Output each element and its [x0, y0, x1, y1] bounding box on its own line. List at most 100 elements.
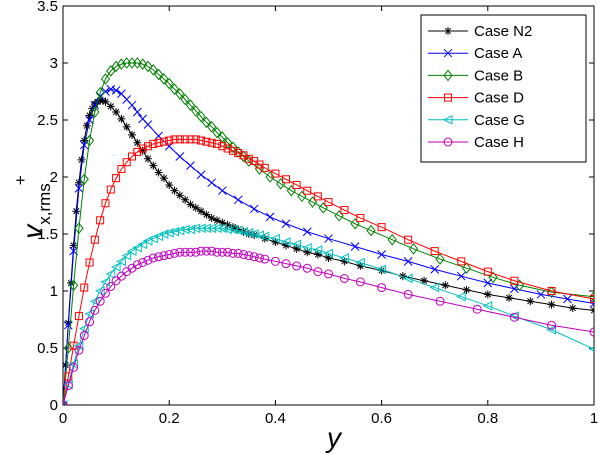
data-point	[223, 220, 232, 229]
data-point	[212, 216, 221, 225]
data-point	[175, 135, 184, 144]
x-tick-label: 0.4	[265, 410, 286, 427]
data-point	[175, 87, 185, 100]
data-point	[88, 104, 97, 113]
data-point	[191, 105, 201, 117]
data-point	[149, 161, 158, 170]
data-point	[377, 266, 386, 275]
data-point	[505, 293, 514, 302]
series-layer	[63, 57, 594, 405]
data-point	[324, 198, 333, 207]
data-point	[291, 239, 302, 250]
data-point	[100, 73, 111, 85]
data-point	[536, 290, 546, 299]
legend-label: Case H	[474, 134, 524, 151]
data-point	[111, 86, 121, 95]
data-point	[376, 264, 387, 275]
data-point	[461, 262, 472, 275]
data-point	[377, 250, 386, 259]
data-point	[430, 264, 440, 274]
data-point	[143, 255, 153, 265]
data-point	[132, 107, 142, 117]
data-point	[191, 203, 200, 212]
data-point	[217, 131, 227, 143]
data-point	[276, 178, 286, 190]
data-point	[403, 257, 413, 266]
data-point	[206, 223, 217, 234]
data-point	[106, 102, 115, 111]
data-point	[302, 242, 312, 253]
data-point	[153, 231, 164, 242]
data-point	[90, 305, 100, 315]
series-case-b	[63, 57, 594, 405]
data-point	[85, 258, 94, 267]
data-point	[430, 247, 439, 256]
data-point	[148, 253, 158, 263]
x-tick-label: 0.2	[159, 410, 180, 427]
data-point	[63, 381, 73, 391]
data-point	[128, 130, 137, 139]
data-point	[159, 251, 169, 261]
y-axis-label-subscript: x,rms	[35, 183, 54, 225]
y-axis-label-superscript: +	[11, 175, 30, 185]
data-point	[234, 149, 243, 158]
data-point	[110, 262, 121, 272]
data-point	[350, 242, 360, 251]
data-point	[169, 83, 180, 96]
data-point	[63, 342, 73, 354]
data-point	[212, 126, 222, 139]
series-line	[63, 250, 594, 405]
data-point	[239, 250, 249, 260]
data-point	[207, 138, 216, 147]
data-point	[366, 224, 376, 237]
data-point	[483, 278, 493, 288]
data-point	[443, 137, 453, 147]
data-point	[197, 207, 206, 216]
data-point	[472, 304, 482, 314]
data-point	[98, 96, 107, 105]
data-point	[101, 199, 110, 208]
data-point	[281, 219, 291, 229]
data-point	[228, 248, 238, 258]
data-point	[106, 84, 116, 94]
data-point	[80, 283, 89, 292]
data-point	[387, 233, 397, 246]
data-point	[196, 246, 206, 256]
data-point	[181, 195, 190, 204]
legend-box	[420, 14, 587, 163]
data-point	[74, 184, 84, 193]
data-point	[89, 296, 100, 307]
data-point	[196, 170, 206, 180]
data-point	[510, 276, 519, 285]
legend-entry: Case D	[428, 90, 524, 107]
data-point	[355, 277, 365, 287]
x-tick-label: 1	[590, 410, 598, 427]
data-point	[233, 195, 243, 205]
y-tick-label: 2.5	[37, 112, 58, 129]
data-point	[222, 224, 233, 235]
data-point	[340, 206, 349, 215]
data-point	[95, 86, 105, 99]
data-point	[509, 312, 519, 322]
data-point	[69, 362, 79, 372]
data-point	[121, 250, 132, 261]
y-axis-label: vx,rms +	[11, 175, 54, 239]
data-point	[90, 235, 99, 244]
y-tick-label: 0	[50, 397, 58, 414]
legend-label: Case D	[474, 90, 524, 107]
data-point	[143, 120, 153, 129]
data-point	[69, 341, 78, 350]
data-point	[116, 256, 126, 267]
data-point	[292, 244, 301, 253]
y-tick-label: 0.5	[37, 340, 58, 357]
data-point	[191, 247, 201, 257]
data-point	[191, 135, 200, 144]
data-point	[84, 134, 95, 147]
data-point	[80, 136, 89, 145]
data-point	[217, 247, 227, 257]
data-point	[483, 267, 492, 276]
data-point	[547, 300, 556, 309]
data-point	[186, 161, 195, 170]
data-point	[170, 135, 179, 144]
data-point	[324, 253, 333, 262]
